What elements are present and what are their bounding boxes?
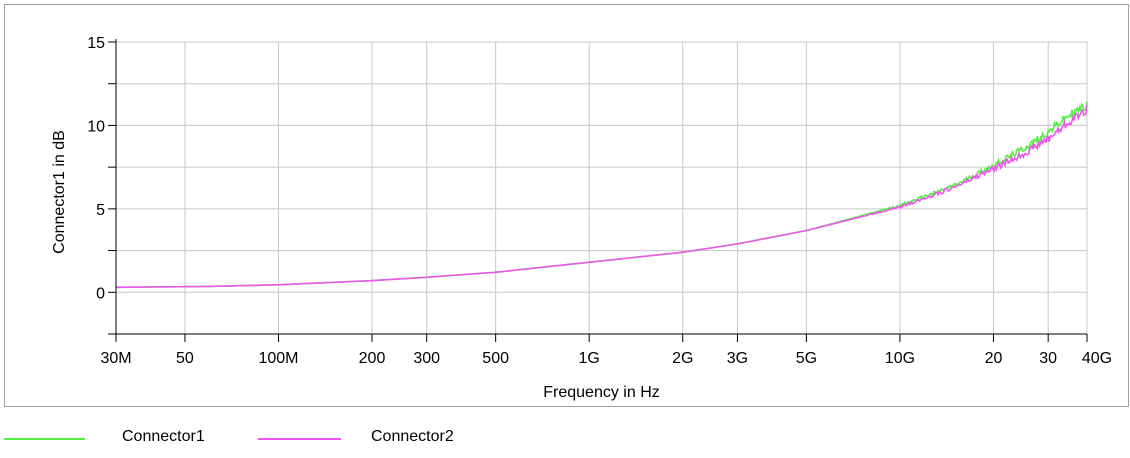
x-tick-label: 30 <box>1039 350 1057 367</box>
legend-label-connector2: Connector2 <box>371 428 454 445</box>
legend-label-connector1: Connector1 <box>122 428 205 445</box>
x-tick-label: 40G <box>1082 350 1112 367</box>
x-tick-label: 20 <box>985 350 1003 367</box>
legend-swatch-connector1 <box>4 438 85 440</box>
x-tick-label: 3G <box>727 350 748 367</box>
series-line-connector2 <box>115 104 1088 289</box>
legend-swatch-connector2 <box>258 438 341 440</box>
line-chart: 30M 50 100M 200 300 500 1G 2G 3G 5G 10G 20 30 40G 151… <box>51 35 1112 401</box>
x-tick-label: 10G <box>885 350 915 367</box>
series-layer <box>115 101 1088 289</box>
x-tick-label: 300 <box>413 350 440 367</box>
x-tick-label: 100M <box>258 350 298 367</box>
x-tick-label: 30M <box>100 350 131 367</box>
y-tick-label: 0 <box>96 285 105 302</box>
x-axis-ticks: 30M 50 100M 200 300 500 1G 2G 3G 5G 10G 20 30 40G <box>100 334 1112 367</box>
chart-frame: 30M 50 100M 200 300 500 1G 2G 3G 5G 10G 20 30 40G 15 1… <box>4 4 1129 407</box>
y-tick-label: 10 <box>87 118 105 135</box>
x-tick-label: 500 <box>482 350 509 367</box>
y-axis-ticks: 15 10 5 0 <box>87 35 116 335</box>
x-tick-label: 2G <box>672 350 693 367</box>
x-tick-label: 1G <box>579 350 600 367</box>
axes <box>115 39 1087 335</box>
y-tick-label: 15 <box>87 35 105 52</box>
x-tick-label: 200 <box>359 350 386 367</box>
legend: Connector1 Connector2 <box>0 426 1130 456</box>
grid-lines <box>115 41 1088 335</box>
y-tick-label: 5 <box>96 202 105 219</box>
x-axis-title: Frequency in Hz <box>543 384 660 401</box>
x-tick-label: 50 <box>176 350 194 367</box>
x-tick-label: 5G <box>796 350 817 367</box>
y-axis-title: Connector1 in dB <box>51 130 68 254</box>
